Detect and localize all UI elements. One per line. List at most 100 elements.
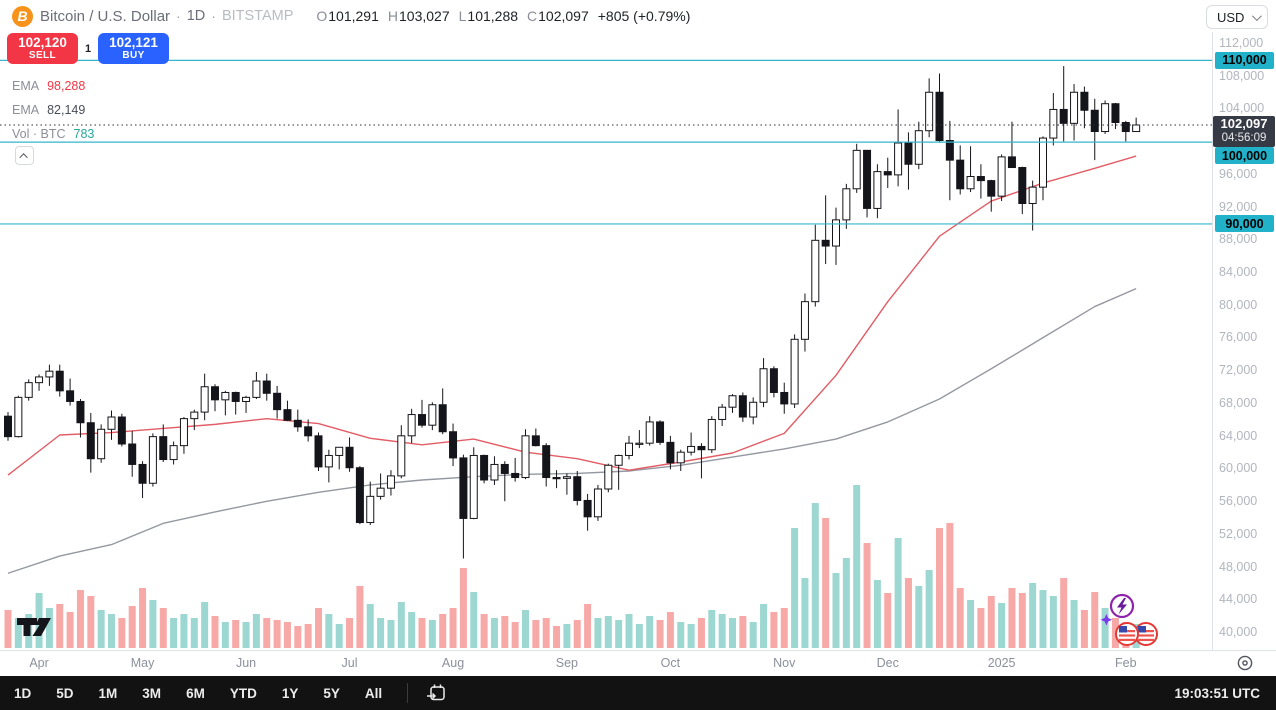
volume-bar bbox=[1091, 592, 1099, 648]
candle-body bbox=[4, 415, 12, 438]
volume-bar bbox=[615, 620, 623, 648]
low-label: L bbox=[458, 8, 467, 24]
volume-value: 783 bbox=[73, 127, 95, 141]
candle-body bbox=[738, 395, 747, 418]
volume-bar bbox=[1070, 600, 1078, 648]
volume-bar bbox=[356, 586, 364, 648]
interval-label[interactable]: 1D bbox=[186, 8, 206, 24]
candle-body bbox=[397, 435, 406, 477]
collapse-legend-button[interactable] bbox=[15, 146, 34, 165]
ema-slow-legend-row[interactable]: EMA 82,149 bbox=[12, 98, 94, 122]
volume-bar bbox=[242, 622, 250, 648]
time-scale[interactable]: Apr May Jun Jul Aug Sep Oct Nov Dec 2025 Feb bbox=[0, 650, 1276, 676]
range-button-3m[interactable]: 3M bbox=[142, 685, 162, 701]
volume-bar bbox=[97, 610, 105, 648]
price-chart-canvas[interactable] bbox=[0, 0, 1212, 650]
candle-body bbox=[1070, 91, 1079, 124]
price-scale-settings-icon[interactable] bbox=[1236, 654, 1254, 672]
volume-bar bbox=[780, 608, 788, 648]
currency-dropdown[interactable]: USD bbox=[1206, 5, 1268, 29]
candle-body bbox=[252, 380, 261, 398]
candle-body bbox=[345, 446, 354, 469]
bottom-toolbar: 1D 5D 1M 3M 6M YTD 1Y 5Y All 19:03:51 UTC bbox=[0, 676, 1276, 710]
alert-level-label[interactable]: 90,000 bbox=[1215, 215, 1274, 233]
range-button-1y[interactable]: 1Y bbox=[281, 685, 299, 701]
volume-bar bbox=[232, 620, 240, 648]
volume-bar bbox=[894, 538, 902, 648]
time-axis-label: Feb bbox=[1115, 656, 1137, 670]
volume-bar bbox=[159, 608, 167, 648]
candle-body bbox=[1039, 137, 1047, 188]
time-axis-label: Jul bbox=[341, 656, 358, 670]
ema-fast-value: 98,288 bbox=[47, 79, 86, 93]
volume-bar bbox=[283, 622, 291, 648]
range-button-ytd[interactable]: YTD bbox=[229, 685, 257, 701]
candle-body bbox=[749, 401, 758, 418]
volume-bar bbox=[1101, 608, 1109, 648]
candle-body bbox=[283, 409, 292, 421]
sell-caption: SELL bbox=[28, 50, 57, 62]
candle-body bbox=[242, 396, 251, 402]
range-button-5d[interactable]: 5D bbox=[56, 685, 74, 701]
volume-bar bbox=[635, 624, 643, 648]
volume-bar bbox=[315, 608, 322, 648]
volume-bar bbox=[335, 624, 343, 648]
candle-body bbox=[179, 418, 188, 447]
candle-body bbox=[832, 219, 840, 247]
range-button-all[interactable]: All bbox=[364, 685, 383, 701]
price-tick-label: 44,000 bbox=[1219, 592, 1258, 607]
toolbar-divider bbox=[407, 683, 409, 703]
volume-bar bbox=[439, 614, 447, 648]
volume-bar bbox=[87, 596, 95, 648]
candle-body bbox=[552, 477, 561, 480]
candle-body bbox=[769, 368, 778, 393]
event-markers[interactable] bbox=[1096, 590, 1168, 650]
tradingview-logo[interactable] bbox=[15, 616, 53, 638]
volume-bar bbox=[501, 616, 509, 648]
buy-caption: BUY bbox=[122, 50, 145, 62]
candle-body bbox=[1101, 103, 1110, 133]
candle-body bbox=[583, 499, 592, 518]
candle-body bbox=[407, 414, 416, 437]
go-to-date-icon[interactable] bbox=[426, 682, 448, 704]
volume-bar bbox=[108, 614, 115, 648]
range-button-5y[interactable]: 5Y bbox=[323, 685, 340, 701]
buy-price: 102,121 bbox=[109, 34, 158, 50]
time-axis-label: Oct bbox=[660, 656, 681, 670]
candle-body bbox=[500, 463, 509, 474]
volume-bar bbox=[294, 626, 302, 648]
volume-bar bbox=[749, 622, 757, 648]
candle-body bbox=[386, 475, 395, 489]
volume-bar bbox=[1080, 610, 1088, 648]
range-button-1m[interactable]: 1M bbox=[98, 685, 118, 701]
candle-body bbox=[1049, 108, 1058, 139]
symbol-title[interactable]: Bitcoin / U.S. Dollar bbox=[40, 7, 171, 25]
ema-fast-legend-row[interactable]: EMA 98,288 bbox=[12, 74, 94, 98]
volume-bar bbox=[522, 610, 529, 648]
buy-button[interactable]: 102,121 BUY bbox=[98, 33, 169, 64]
sell-button[interactable]: 102,120 SELL bbox=[7, 33, 78, 64]
candle-body bbox=[687, 445, 696, 453]
alert-level-label[interactable]: 110,000 bbox=[1215, 51, 1274, 69]
volume-bar bbox=[697, 618, 705, 648]
volume-bar bbox=[563, 624, 571, 648]
candle-body bbox=[418, 414, 426, 426]
candle-body bbox=[97, 428, 106, 460]
open-label: O bbox=[316, 8, 328, 24]
candle-body bbox=[894, 142, 903, 176]
volume-bar bbox=[967, 600, 975, 648]
candle-body bbox=[1132, 124, 1141, 133]
lightning-icon bbox=[1117, 598, 1127, 615]
volume-bar bbox=[325, 614, 333, 648]
volume-bar bbox=[490, 618, 498, 648]
candle-body bbox=[438, 404, 447, 433]
utc-clock[interactable]: 19:03:51 UTC bbox=[1174, 685, 1260, 701]
candle-body bbox=[718, 406, 727, 420]
volume-bar bbox=[118, 618, 126, 648]
alert-level-label[interactable]: 100,000 bbox=[1215, 147, 1274, 164]
volume-legend-row[interactable]: Vol · BTC 783 bbox=[12, 122, 94, 146]
candle-body bbox=[335, 446, 344, 456]
range-button-6m[interactable]: 6M bbox=[186, 685, 205, 701]
range-button-1d[interactable]: 1D bbox=[14, 685, 32, 701]
